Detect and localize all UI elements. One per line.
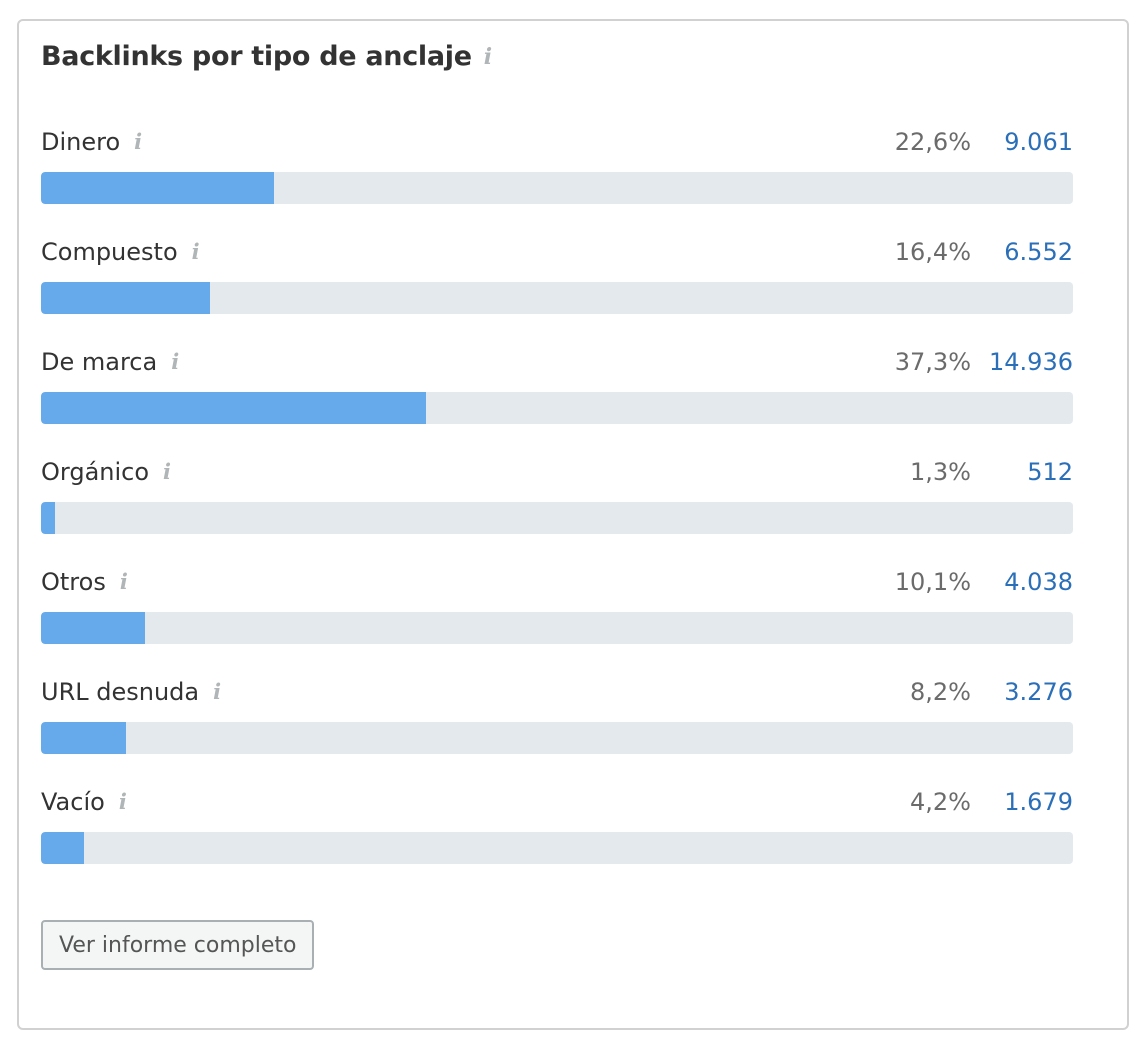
row-percent: 37,3% [894,348,971,376]
row-percent: 1,3% [910,458,971,486]
anchor-row: De marca i 37,3% 14.936 [41,346,1073,436]
info-icon[interactable]: i [171,349,180,374]
anchor-row: Vacío i 4,2% 1.679 [41,786,1073,876]
row-label: Orgánico i [41,456,171,488]
bar-fill [41,722,126,754]
anchor-row: URL desnuda i 8,2% 3.276 [41,676,1073,766]
row-label-text: Dinero [41,128,121,156]
row-label: Vacío i [41,786,127,818]
row-count-link[interactable]: 3.276 [1004,678,1073,706]
row-count-link[interactable]: 1.679 [1004,788,1073,816]
bar-fill [41,282,211,314]
row-label: De marca i [41,346,179,378]
info-icon[interactable]: i [213,679,222,704]
bar-track [41,832,1073,864]
row-label: URL desnuda i [41,676,221,708]
view-full-report-button[interactable]: Ver informe completo [41,920,315,970]
row-percent: 16,4% [894,238,971,266]
info-icon[interactable]: i [118,789,127,814]
bar-fill [41,502,55,534]
row-percent: 4,2% [910,788,971,816]
row-label: Compuesto i [41,236,200,268]
row-count-link[interactable]: 14.936 [989,348,1073,376]
row-label-text: URL desnuda [41,678,200,706]
row-count-link[interactable]: 4.038 [1004,568,1073,596]
row-label-text: Vacío [41,788,105,816]
row-label-text: Compuesto [41,238,178,266]
info-icon[interactable]: i [191,239,200,264]
info-icon[interactable]: i [163,459,172,484]
bar-track [41,502,1073,534]
bar-track [41,392,1073,424]
widget-title: Backlinks por tipo de anclaje i [41,40,492,74]
row-percent: 10,1% [894,568,971,596]
bar-track [41,172,1073,204]
row-count-link[interactable]: 6.552 [1004,238,1073,266]
anchor-row: Orgánico i 1,3% 512 [41,456,1073,546]
row-label: Dinero i [41,126,142,158]
bar-track [41,282,1073,314]
row-label-text: De marca [41,348,158,376]
bar-fill [41,612,146,644]
info-icon[interactable]: i [119,569,128,594]
anchor-row: Dinero i 22,6% 9.061 [41,126,1073,216]
bar-fill [41,172,275,204]
info-icon[interactable]: i [134,129,143,154]
row-label-text: Otros [41,568,106,596]
anchor-row: Otros i 10,1% 4.038 [41,566,1073,656]
row-label-text: Orgánico [41,458,150,486]
bar-fill [41,392,426,424]
row-percent: 8,2% [910,678,971,706]
row-count-link[interactable]: 9.061 [1004,128,1073,156]
bar-fill [41,832,85,864]
widget-title-text: Backlinks por tipo de anclaje [41,41,472,72]
row-percent: 22,6% [894,128,971,156]
row-count-link[interactable]: 512 [1027,458,1073,486]
bar-track [41,722,1073,754]
anchor-row: Compuesto i 16,4% 6.552 [41,236,1073,326]
bar-track [41,612,1073,644]
row-label: Otros i [41,566,128,598]
info-icon[interactable]: i [483,44,492,70]
